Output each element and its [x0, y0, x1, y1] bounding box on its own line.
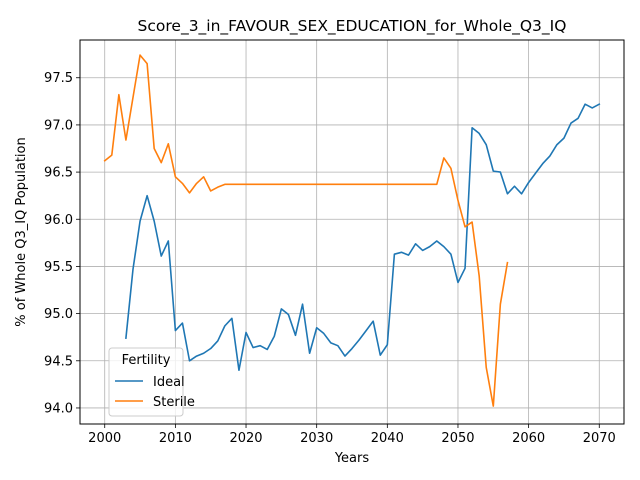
- y-tick-label: 95.5: [44, 260, 73, 275]
- y-tick-label: 94.0: [44, 401, 73, 416]
- data-series: [103, 54, 601, 407]
- series-line-sterile: [103, 54, 509, 407]
- x-tick-label: 2060: [512, 431, 545, 446]
- y-tick-label: 95.0: [44, 307, 73, 322]
- y-tick-label: 97.0: [44, 118, 73, 133]
- y-tick-label: 97.5: [44, 71, 73, 86]
- x-tick-label: 2040: [371, 431, 404, 446]
- legend-title: Fertility: [122, 353, 171, 368]
- x-tick-label: 2000: [88, 431, 121, 446]
- legend-label-ideal: Ideal: [153, 375, 185, 390]
- series-line-ideal: [125, 103, 601, 372]
- x-tick-label: 2050: [441, 431, 474, 446]
- x-tick-label: 2020: [229, 431, 262, 446]
- x-tick-label: 2010: [159, 431, 192, 446]
- y-tick-label: 96.5: [44, 166, 73, 181]
- x-tick-label: 2070: [583, 431, 616, 446]
- x-axis-title: Years: [334, 451, 370, 466]
- legend-box: [108, 347, 184, 417]
- legend: Fertility Ideal Sterile: [108, 347, 195, 417]
- y-axis-title: % of Whole Q3_IQ Population: [14, 137, 29, 326]
- plot-frame: [79, 39, 625, 425]
- legend-label-sterile: Sterile: [153, 395, 195, 410]
- y-tick-label: 94.5: [44, 354, 73, 369]
- chart-title: Score_3_in_FAVOUR_SEX_EDUCATION_for_Whol…: [138, 17, 567, 36]
- x-tick-label: 2030: [300, 431, 333, 446]
- y-tick-label: 96.0: [44, 213, 73, 228]
- axis-ticks: 2000 2010 2020 2030 2040 2050 2060 2070 94.0 94.5…: [44, 71, 616, 446]
